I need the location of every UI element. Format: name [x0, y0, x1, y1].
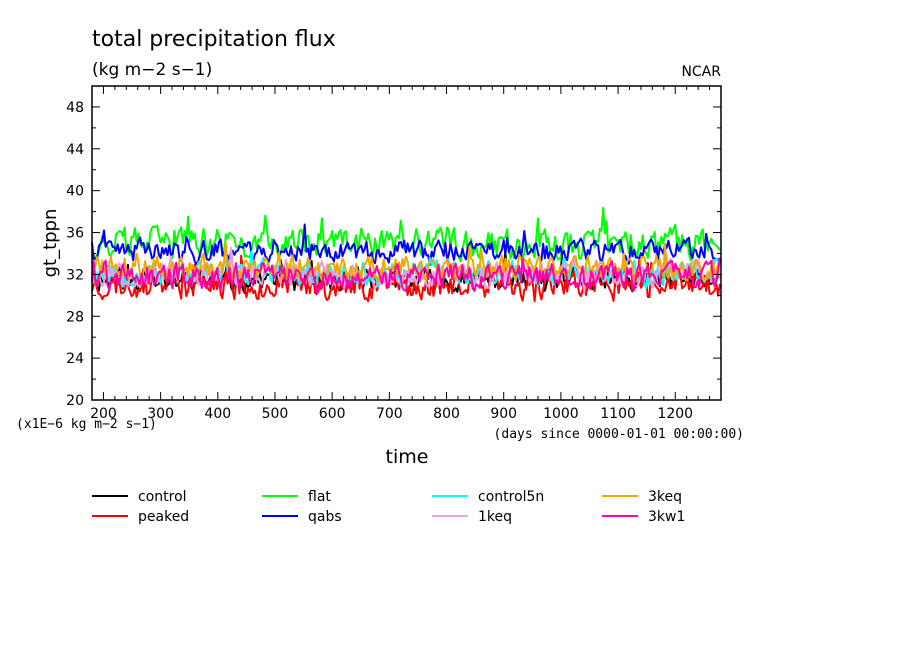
legend-label: qabs	[308, 509, 342, 525]
legend-label: 3kw1	[648, 509, 685, 525]
legend-label: peaked	[138, 509, 189, 525]
y-tick-label: 44	[66, 142, 84, 158]
x-tick-label: 400	[204, 406, 231, 422]
y-units-note: (x1E−6 kg m−2 s−1)	[16, 417, 157, 432]
legend-item-control5n: control5n	[432, 489, 544, 505]
legend-item-qabs: qabs	[262, 509, 342, 525]
legend-label: 1keq	[478, 509, 512, 525]
x-tick-label: 700	[376, 406, 403, 422]
legend: control peaked flat qabs control5n 1keq 3keq 3k…	[92, 489, 685, 525]
y-tick-label: 28	[66, 309, 84, 325]
x-tick-label: 1100	[600, 406, 636, 422]
series-line-qabs	[91, 223, 721, 266]
legend-item-1keq: 1keq	[432, 509, 512, 525]
legend-item-3keq: 3keq	[602, 489, 682, 505]
x-tick-label: 900	[490, 406, 517, 422]
plot-frame	[91, 85, 722, 401]
series-layer	[91, 206, 721, 303]
legend-label: control	[138, 489, 187, 505]
x-tick-label: 1200	[657, 406, 693, 422]
legend-item-peaked: peaked	[92, 509, 189, 525]
y-tick-labels: 20 24 28 32 36 40 44 48	[66, 100, 84, 409]
legend-item-3kw1: 3kw1	[602, 509, 685, 525]
y-tick-label: 40	[66, 184, 84, 200]
y-tick-label: 20	[66, 393, 84, 409]
chart-subtitle: (kg m−2 s−1)	[92, 60, 212, 80]
x-axis-title: time	[386, 446, 429, 468]
x-tick-label: 800	[433, 406, 460, 422]
y-tick-label: 24	[66, 351, 84, 367]
x-tick-label: 200	[90, 406, 117, 422]
x-tick-label: 500	[262, 406, 289, 422]
x-units-note: (days since 0000-01-01 00:00:00)	[494, 427, 744, 442]
legend-label: 3keq	[648, 489, 682, 505]
chart-title: total precipitation flux	[92, 27, 336, 52]
legend-item-control: control	[92, 489, 187, 505]
x-tick-labels: 200 300 400 500 600 700 800 900 1000 1100 1200	[90, 406, 693, 422]
x-tick-label: 600	[319, 406, 346, 422]
y-axis-title: gt_tppn	[40, 209, 61, 278]
institution-label: NCAR	[681, 64, 721, 80]
y-tick-label: 48	[66, 100, 84, 116]
x-tick-label: 300	[147, 406, 174, 422]
series-line-3keq	[91, 241, 721, 283]
y-tick-label: 36	[66, 226, 84, 242]
legend-label: control5n	[478, 489, 544, 505]
legend-label: flat	[308, 489, 331, 505]
series-line-1keq	[91, 246, 721, 294]
series-line-3kw1	[91, 257, 721, 294]
y-tick-label: 32	[66, 267, 84, 283]
x-tick-label: 1000	[543, 406, 579, 422]
legend-item-flat: flat	[262, 489, 331, 505]
